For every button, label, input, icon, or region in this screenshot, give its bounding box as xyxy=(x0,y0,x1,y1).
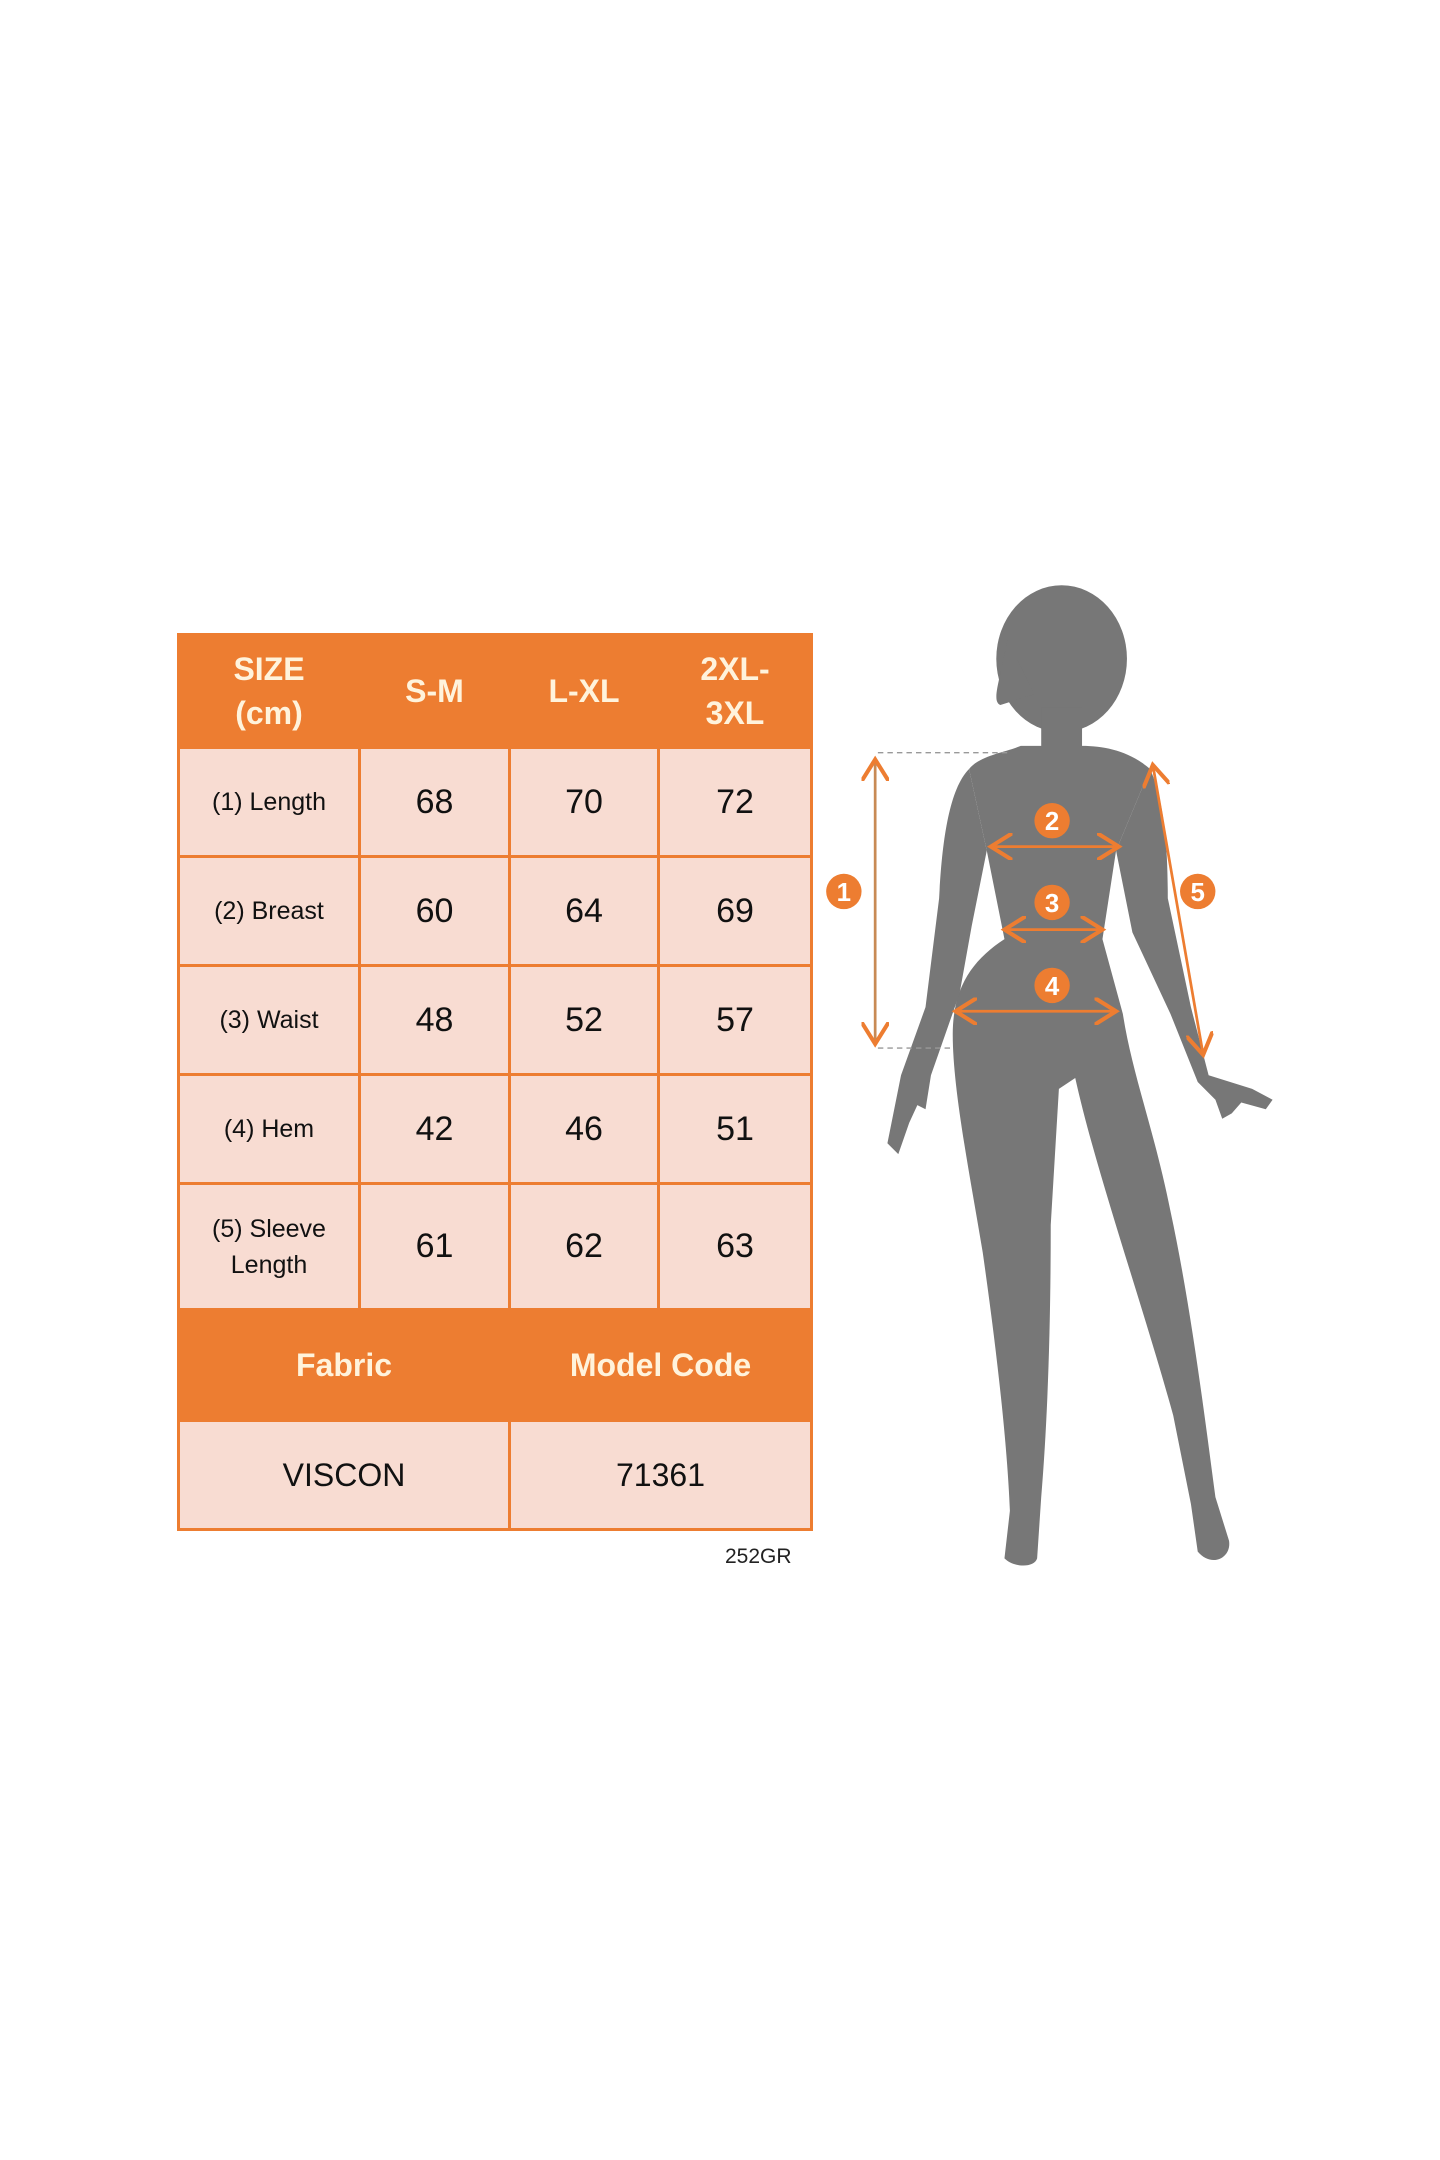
row-label: (1) Length xyxy=(177,746,361,858)
model-code-value: 71361 xyxy=(508,1419,813,1531)
marker-1: 1 xyxy=(826,873,862,910)
footer-value-row: VISCON 71361 xyxy=(177,1419,813,1531)
marker-2: 2 xyxy=(1034,803,1070,839)
table-row: (2) Breast 60 64 69 xyxy=(177,855,813,967)
cell: 60 xyxy=(358,855,511,967)
fabric-header: Fabric xyxy=(177,1308,511,1422)
marker-3: 3 xyxy=(1034,884,1070,921)
table-row: (5) Sleeve Length 61 62 63 xyxy=(177,1182,813,1311)
row-label: (2) Breast xyxy=(177,855,361,967)
header-size: SIZE (cm) xyxy=(177,633,361,749)
svg-text:1: 1 xyxy=(837,879,851,907)
cell: 69 xyxy=(657,855,813,967)
cell: 70 xyxy=(508,746,660,858)
row-label: (4) Hem xyxy=(177,1073,361,1185)
marker-4: 4 xyxy=(1034,967,1070,1004)
cell: 64 xyxy=(508,855,660,967)
cell: 52 xyxy=(508,964,660,1076)
footer-header-row: Fabric Model Code xyxy=(177,1308,813,1422)
cell: 72 xyxy=(657,746,813,858)
cell: 62 xyxy=(508,1182,660,1311)
row-label: (3) Waist xyxy=(177,964,361,1076)
product-code: 252GR xyxy=(725,1545,792,1568)
table-row: (4) Hem 42 46 51 xyxy=(177,1073,813,1185)
svg-text:5: 5 xyxy=(1191,879,1205,907)
cell: 42 xyxy=(358,1073,511,1185)
header-2xl-3xl: 2XL-3XL xyxy=(657,633,813,749)
header-row: SIZE (cm) S-M L-XL 2XL-3XL xyxy=(177,633,813,749)
row-label: (5) Sleeve Length xyxy=(177,1182,361,1311)
cell: 61 xyxy=(358,1182,511,1311)
fabric-value: VISCON xyxy=(177,1419,511,1531)
table-row: (3) Waist 48 52 57 xyxy=(177,964,813,1076)
cell: 57 xyxy=(657,964,813,1076)
table-row: (1) Length 68 70 72 xyxy=(177,746,813,858)
woman-silhouette-icon xyxy=(887,585,1273,1566)
svg-text:2: 2 xyxy=(1045,808,1059,836)
cell: 51 xyxy=(657,1073,813,1185)
size-chart-table: SIZE (cm) S-M L-XL 2XL-3XL (1) Length 68… xyxy=(177,633,813,1531)
header-l-xl: L-XL xyxy=(508,633,660,749)
model-code-header: Model Code xyxy=(508,1308,813,1422)
cell: 68 xyxy=(358,746,511,858)
svg-text:3: 3 xyxy=(1045,890,1059,918)
svg-text:4: 4 xyxy=(1045,973,1060,1001)
sleeve-arrow xyxy=(1153,765,1203,1055)
cell: 63 xyxy=(657,1182,813,1311)
cell: 48 xyxy=(358,964,511,1076)
cell: 46 xyxy=(508,1073,660,1185)
header-s-m: S-M xyxy=(358,633,511,749)
marker-5: 5 xyxy=(1180,873,1216,910)
guide-lines xyxy=(877,751,1008,1049)
